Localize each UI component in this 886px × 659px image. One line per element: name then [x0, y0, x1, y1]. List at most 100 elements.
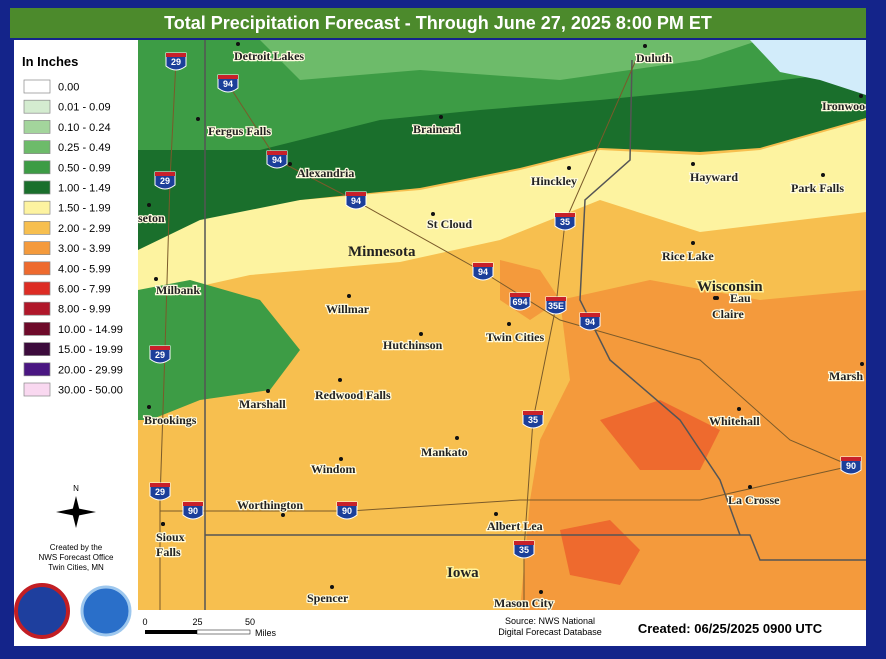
interstate-shield	[217, 74, 239, 93]
interstate-shield-top	[580, 313, 600, 317]
city-dot	[419, 332, 423, 336]
state-border	[205, 534, 866, 561]
legend-swatch	[23, 180, 51, 195]
interstate-label: 29	[155, 487, 165, 497]
interstate-label: 90	[846, 461, 856, 471]
legend-swatch	[23, 200, 51, 215]
city-label: Milbank	[156, 283, 200, 297]
city-label: Hayward	[690, 170, 738, 184]
interstate-label: 94	[351, 196, 361, 206]
interstate-shield	[509, 292, 531, 311]
city-dot	[338, 378, 342, 382]
interstate-shield	[266, 150, 288, 169]
state-label: Minnesota	[348, 244, 416, 260]
credit: NWS Forecast Office	[39, 553, 115, 562]
interstate-label: 94	[272, 155, 282, 165]
city-label: Eau	[730, 291, 751, 305]
legend-swatch	[23, 221, 51, 235]
legend-swatch	[23, 160, 51, 175]
map-labels: Detroit Lakes Duluth Ironwood Fergus Falls B…	[138, 42, 866, 610]
city-dot	[643, 44, 647, 48]
city-label: Windom	[311, 462, 355, 476]
interstate-shield-top	[523, 411, 543, 415]
scale-label: 0	[142, 617, 147, 627]
city-dot	[288, 162, 292, 166]
source: Digital Forecast Database	[498, 627, 602, 637]
city-label: Falls	[156, 545, 181, 559]
legend-swatch	[23, 79, 51, 94]
interstate-shield-top	[267, 151, 287, 155]
interstate-label: 29	[155, 350, 165, 360]
interstate-label: 29	[160, 176, 170, 186]
precip-area	[138, 120, 866, 300]
city-label: Alexandria	[297, 166, 354, 180]
title: Total Precipitation Forecast - Through J…	[164, 13, 712, 33]
legend-swatch	[23, 301, 51, 316]
interstate-shield	[182, 501, 204, 520]
city-dot	[281, 513, 285, 517]
city-label: Redwood Falls	[315, 388, 391, 402]
interstate-shield	[545, 296, 567, 315]
legend-label: 10.00 - 14.99	[58, 324, 123, 336]
city-dot	[347, 294, 351, 298]
legend-label: 3.00 - 3.99	[58, 243, 111, 255]
interstate-shield	[579, 312, 601, 331]
precip-area	[600, 400, 720, 470]
legend-swatch	[23, 342, 51, 356]
state-label: Wisconsin	[697, 279, 763, 295]
legend-swatch	[23, 261, 51, 276]
interstate-shield-top	[555, 213, 575, 217]
interstate-shield-top	[166, 53, 186, 57]
city-label: Whitehall	[709, 414, 760, 428]
city-label: Hutchinson	[383, 338, 443, 352]
city-label: seton	[138, 211, 165, 225]
legend-label: 15.00 - 19.99	[58, 344, 123, 356]
city-dot	[507, 322, 511, 326]
interstate-label: 90	[188, 506, 198, 516]
interstate-label: 35	[560, 217, 570, 227]
compass	[56, 508, 96, 516]
legend-label: 0.25 - 0.49	[58, 142, 111, 154]
city-dot	[860, 362, 864, 366]
scale-label: 25	[192, 617, 202, 627]
lake	[750, 40, 866, 95]
source: Source: NWS National	[505, 616, 595, 626]
city-dot	[330, 585, 334, 589]
legend-label: 6.00 - 7.99	[58, 284, 111, 296]
title-bar	[10, 8, 866, 38]
legend-label: 4.00 - 5.99	[58, 263, 111, 275]
city-label: Mankato	[421, 445, 468, 459]
interstate-shield-top	[155, 172, 175, 176]
interstate-shield-top	[150, 346, 170, 350]
legend-label: 0.50 - 0.99	[58, 162, 111, 174]
interstate-shield	[149, 482, 171, 501]
city-dot	[161, 522, 165, 526]
noaa-logo	[80, 585, 132, 637]
interstate-shield	[513, 540, 535, 559]
city-dot	[147, 405, 151, 409]
state-label: Iowa	[447, 565, 479, 581]
city-label: Brookings	[144, 413, 197, 427]
city-dot	[737, 407, 741, 411]
legend-label: 20.00 - 29.99	[58, 364, 123, 376]
road	[523, 59, 637, 610]
legend-label: 1.50 - 1.99	[58, 203, 111, 215]
city-label: Rice Lake	[662, 249, 714, 263]
city-dot	[266, 389, 270, 393]
legend-swatch	[23, 241, 51, 255]
interstate-shield-top	[218, 75, 238, 79]
credit: Created by the	[50, 543, 103, 552]
city-label: St Cloud	[427, 217, 472, 231]
city-dot	[494, 512, 498, 516]
city-dot	[748, 485, 752, 489]
legend-swatch	[23, 322, 51, 336]
city-label: Marsh	[829, 369, 863, 383]
city-dot	[154, 277, 158, 281]
scale-label: 50	[245, 617, 255, 627]
north: N	[73, 484, 79, 493]
city-dot	[196, 117, 200, 121]
city-dot	[147, 203, 151, 207]
legend-label: 0.10 - 0.24	[58, 122, 111, 134]
